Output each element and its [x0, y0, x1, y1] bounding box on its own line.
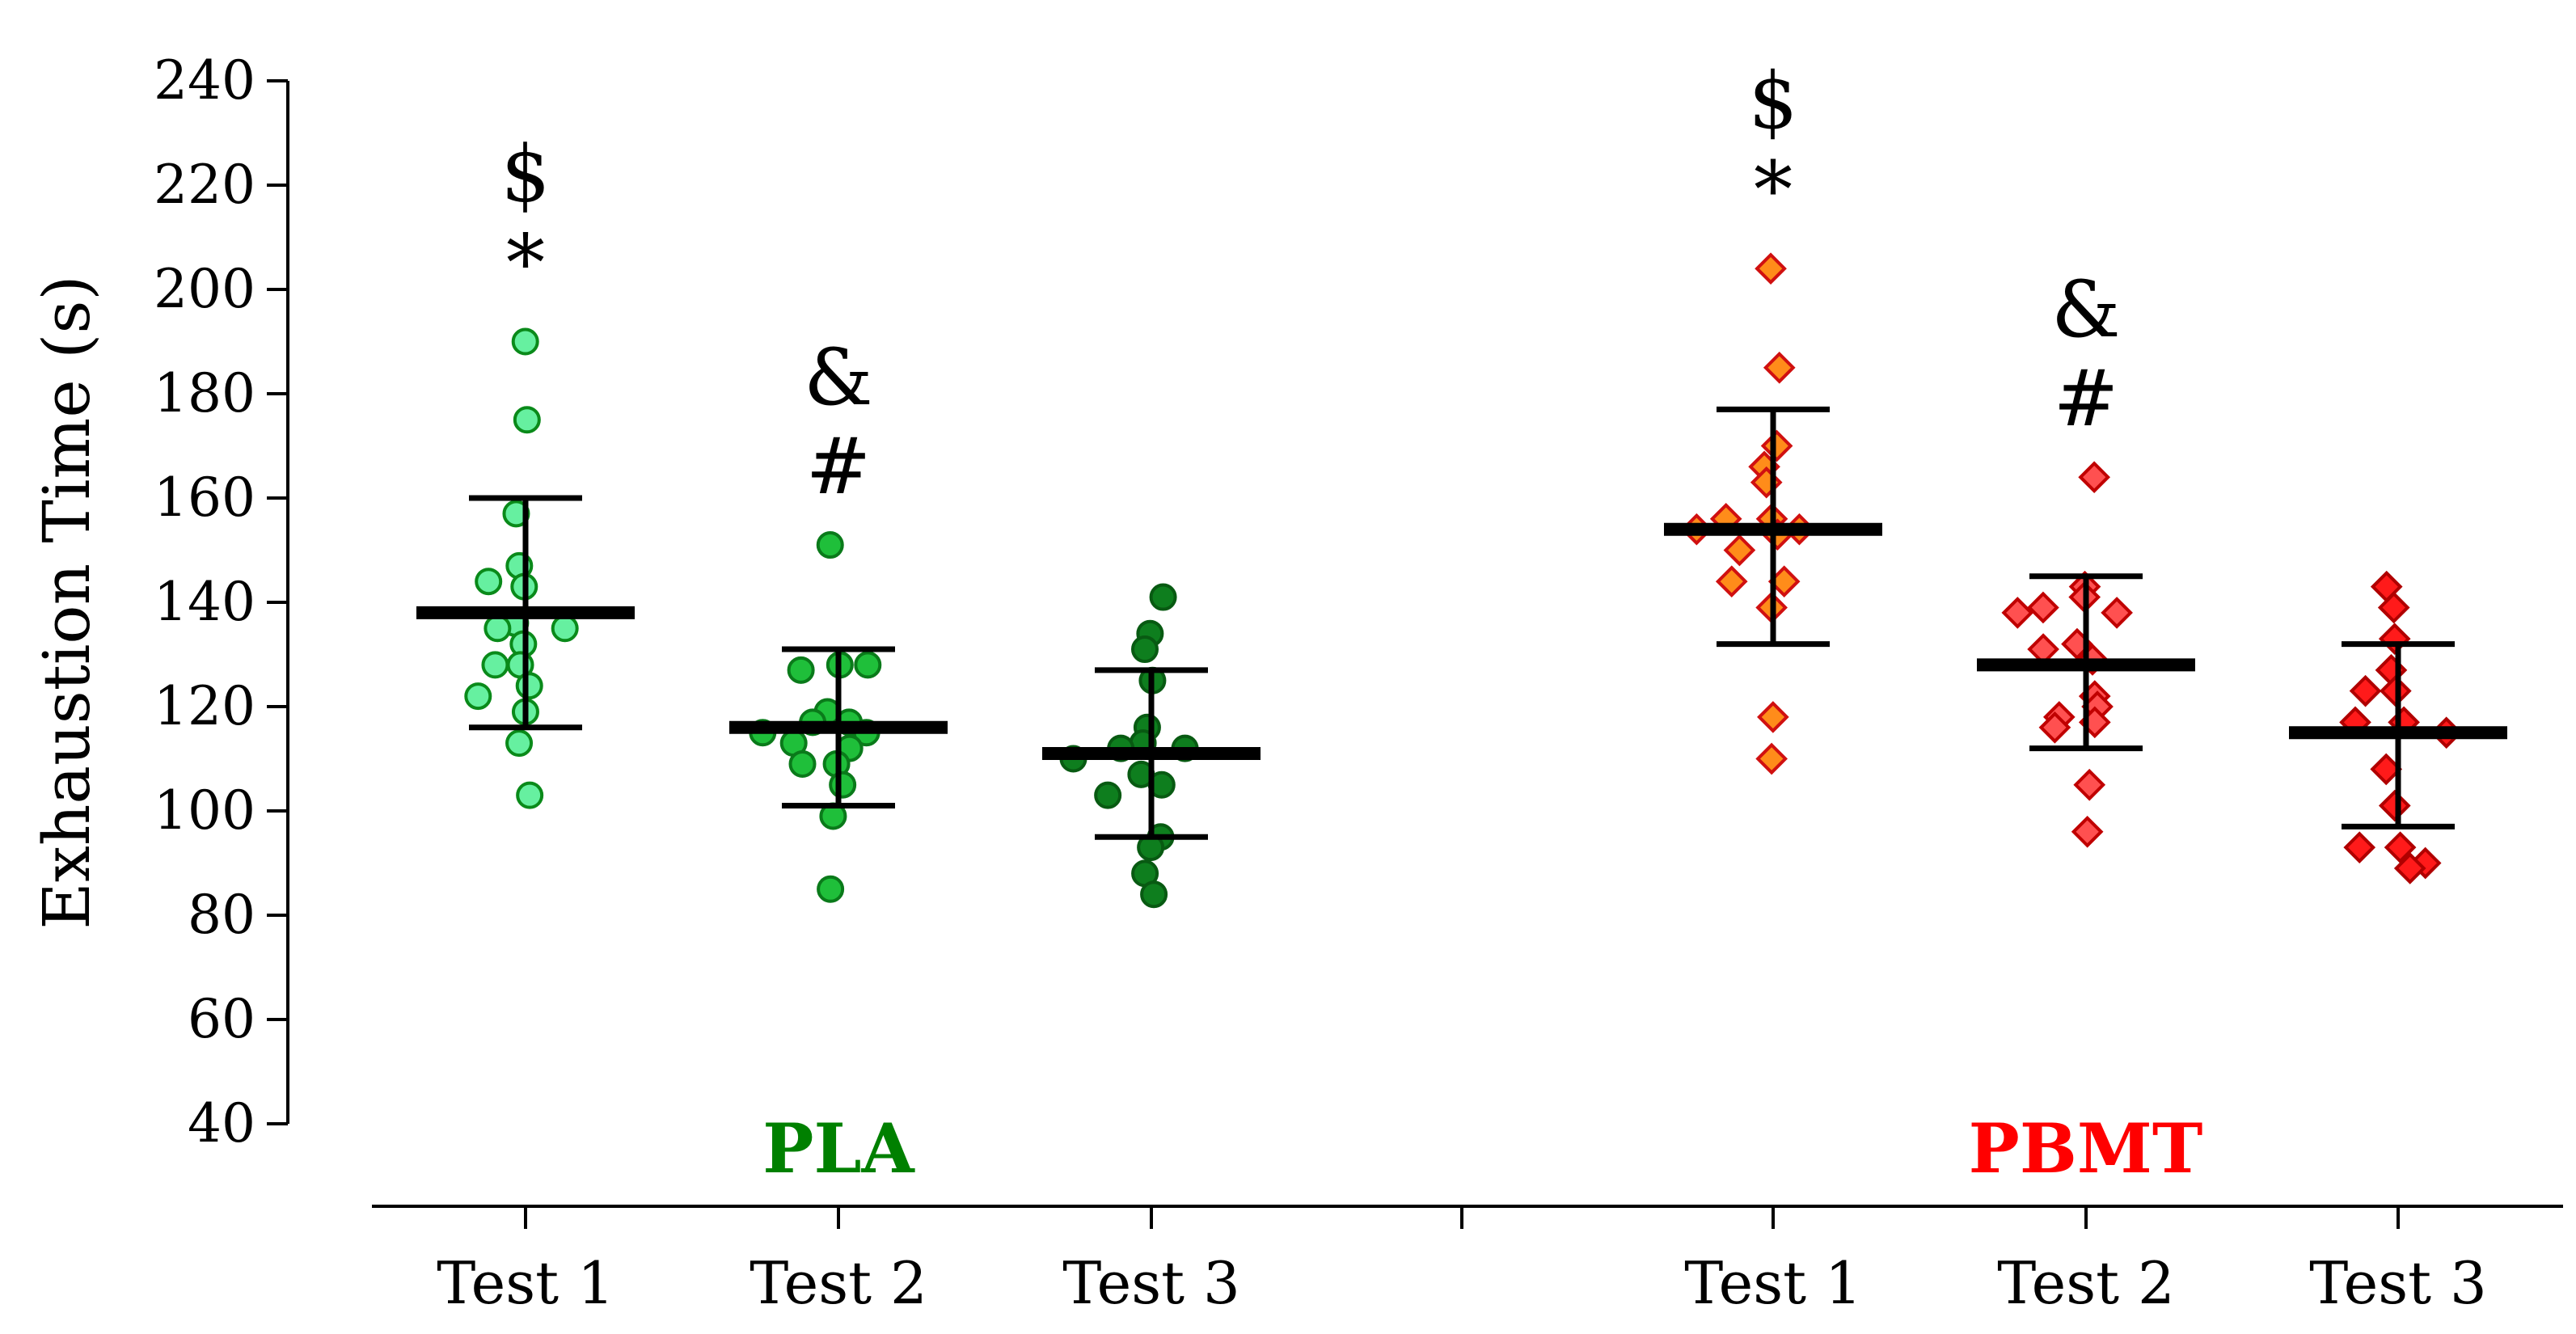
data-point [511, 327, 539, 356]
data-point [516, 781, 544, 809]
significance-symbol: & [804, 332, 872, 423]
data-point [2384, 831, 2417, 863]
y-tick-label: 200 [154, 258, 255, 320]
data-point [1760, 429, 1793, 462]
data-point [2027, 591, 2059, 624]
data-point [1723, 534, 1756, 567]
significance-symbol: $ [500, 129, 550, 220]
data-point [515, 672, 543, 700]
x-category-label: Test 2 [750, 1249, 927, 1317]
data-point [2393, 852, 2426, 884]
y-tick-label: 140 [154, 571, 255, 633]
data-point [829, 770, 857, 799]
data-point [2378, 623, 2411, 655]
data-point [1763, 351, 1796, 384]
data-point [2378, 789, 2411, 822]
y-tick-label: 80 [188, 884, 255, 946]
data-point [788, 749, 817, 778]
data-point [2101, 597, 2133, 629]
data-point [787, 656, 815, 684]
data-point [1755, 252, 1787, 285]
group-label-pbmt: PBMT [1969, 1108, 2203, 1188]
significance-symbol: * [506, 218, 545, 309]
x-category-label: Test 1 [437, 1249, 614, 1317]
data-point [481, 651, 509, 679]
data-point [2078, 461, 2110, 494]
data-point [513, 406, 541, 434]
data-point [2071, 815, 2104, 848]
data-point [1755, 742, 1788, 775]
y-axis-title: Exhaustion Time (s) [29, 275, 104, 929]
significance-symbol: # [806, 421, 871, 512]
data-point [2038, 711, 2071, 744]
data-point [854, 651, 882, 679]
data-point [484, 614, 512, 643]
data-point [1130, 635, 1159, 664]
significance-symbol: & [2051, 264, 2120, 355]
y-tick-label: 220 [154, 154, 255, 216]
data-point [1140, 880, 1168, 909]
data-point [551, 614, 579, 643]
data-point [464, 682, 492, 711]
data-point [2073, 768, 2106, 801]
y-tick-label: 180 [154, 362, 255, 424]
x-category-label: Test 1 [1684, 1249, 1862, 1317]
y-tick-label: 160 [154, 466, 255, 529]
y-tick-label: 100 [154, 779, 255, 842]
data-point [2343, 831, 2376, 863]
x-category-label: Test 3 [2309, 1249, 2487, 1317]
y-tick-label: 120 [154, 675, 255, 737]
data-point [816, 531, 844, 559]
significance-symbol: # [2054, 353, 2118, 444]
x-category-label: Test 3 [1062, 1249, 1240, 1317]
data-point [1757, 701, 1789, 733]
data-point [2001, 597, 2034, 629]
y-tick-label: 240 [154, 49, 255, 112]
y-tick-label: 60 [188, 988, 255, 1050]
data-point [1715, 565, 1748, 598]
data-point [817, 875, 845, 903]
x-category-label: Test 2 [1997, 1249, 2175, 1317]
data-point [475, 568, 503, 596]
data-point [2377, 591, 2410, 624]
data-point [1094, 781, 1122, 809]
data-point [2349, 674, 2382, 707]
data-point [505, 729, 534, 758]
data-point [1149, 583, 1177, 611]
significance-symbol: $ [1748, 56, 1797, 146]
significance-symbol: * [1754, 145, 1793, 235]
group-label-pla: PLA [762, 1108, 915, 1188]
y-tick-label: 40 [188, 1092, 255, 1155]
